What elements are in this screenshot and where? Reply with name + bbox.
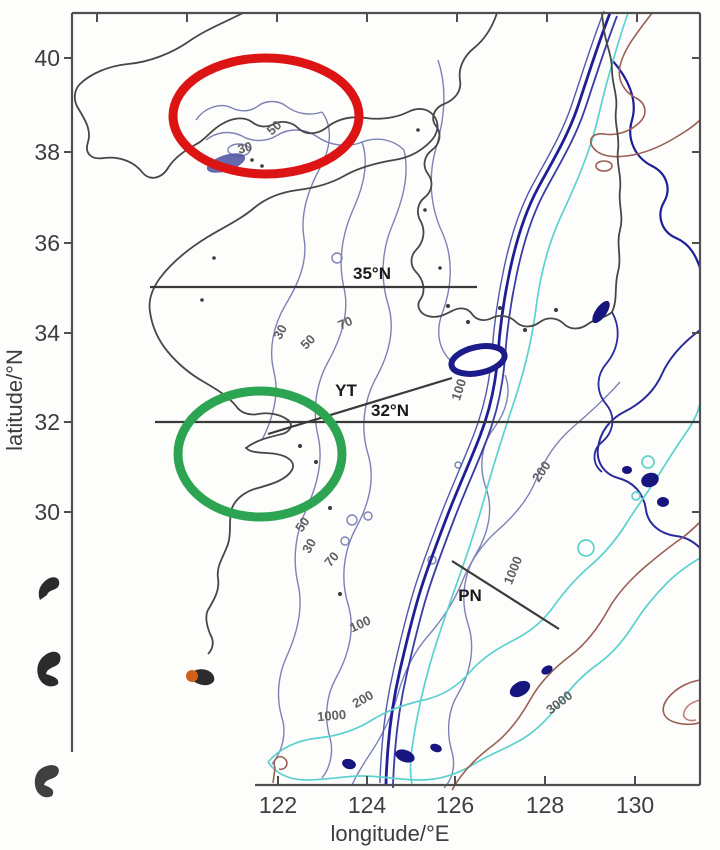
fish-smudge-head bbox=[186, 670, 198, 682]
contour-label: 70 bbox=[321, 549, 342, 570]
x-tick-label: 126 bbox=[436, 792, 474, 818]
smudge-glyphs bbox=[34, 577, 215, 798]
contour-label: 3000 bbox=[543, 688, 575, 718]
x-axis-title: longitude/°E bbox=[331, 821, 450, 846]
coastal-islet-dots bbox=[200, 128, 558, 596]
contour-label: 30 bbox=[299, 536, 319, 556]
y-tick-label: 36 bbox=[34, 230, 60, 256]
section-label-32n: 32°N bbox=[371, 401, 409, 420]
y-tick-label: 38 bbox=[34, 139, 60, 165]
section-label-yt: YT bbox=[335, 381, 357, 400]
section-labels: 35°N YT 32°N PN bbox=[335, 264, 482, 605]
map-frame bbox=[70, 11, 702, 787]
contour-label: 200 bbox=[529, 458, 554, 484]
section-line-pn bbox=[451, 560, 560, 630]
contour-label: 50 bbox=[292, 514, 313, 534]
smudge-glyph-2 bbox=[37, 651, 61, 687]
y-axis-title: latitude/°N bbox=[2, 349, 27, 451]
contour-label: 1000 bbox=[500, 554, 525, 586]
section-label-pn: PN bbox=[458, 586, 482, 605]
section-line-yt bbox=[267, 376, 453, 436]
shelf-break-contour-bundle bbox=[379, 10, 702, 789]
china-coastline bbox=[73, 12, 439, 655]
jeju-island-ring bbox=[448, 343, 508, 377]
korea-coastline bbox=[410, 12, 623, 330]
contour-label: 30 bbox=[236, 139, 254, 157]
contour-label: 50 bbox=[264, 117, 285, 138]
x-tick-label: 122 bbox=[259, 792, 297, 818]
contour-label: 30 bbox=[270, 322, 290, 342]
contour-label: 70 bbox=[335, 313, 354, 333]
red-highlight-ellipse bbox=[168, 53, 364, 179]
section-label-35n: 35°N bbox=[353, 264, 391, 283]
x-tick-label: 130 bbox=[616, 792, 654, 818]
y-tick-label: 30 bbox=[34, 499, 60, 525]
abyssal-maroon-contours bbox=[272, 12, 701, 791]
trough-cyan-contours bbox=[267, 12, 701, 786]
x-tick-label: 124 bbox=[348, 792, 387, 818]
green-highlight-ellipse bbox=[173, 386, 347, 522]
axis-tick-labels: 40 38 36 34 32 30 122 124 126 128 130 bbox=[34, 45, 654, 818]
contour-label: 1000 bbox=[317, 707, 347, 724]
contour-label: 100 bbox=[448, 377, 469, 402]
x-tick-label: 128 bbox=[526, 792, 564, 818]
smudge-glyph-3 bbox=[34, 765, 59, 798]
y-tick-label: 32 bbox=[34, 409, 60, 435]
contour-label: 50 bbox=[297, 331, 318, 352]
y-tick-label: 34 bbox=[34, 320, 60, 346]
section-lines bbox=[150, 285, 700, 630]
contour-label: 200 bbox=[350, 687, 376, 711]
smudge-glyph-1 bbox=[38, 577, 60, 600]
y-tick-label: 40 bbox=[34, 45, 60, 71]
contour-depth-labels: 30 50 30 50 70 100 200 50 30 70 100 1000… bbox=[236, 117, 575, 724]
